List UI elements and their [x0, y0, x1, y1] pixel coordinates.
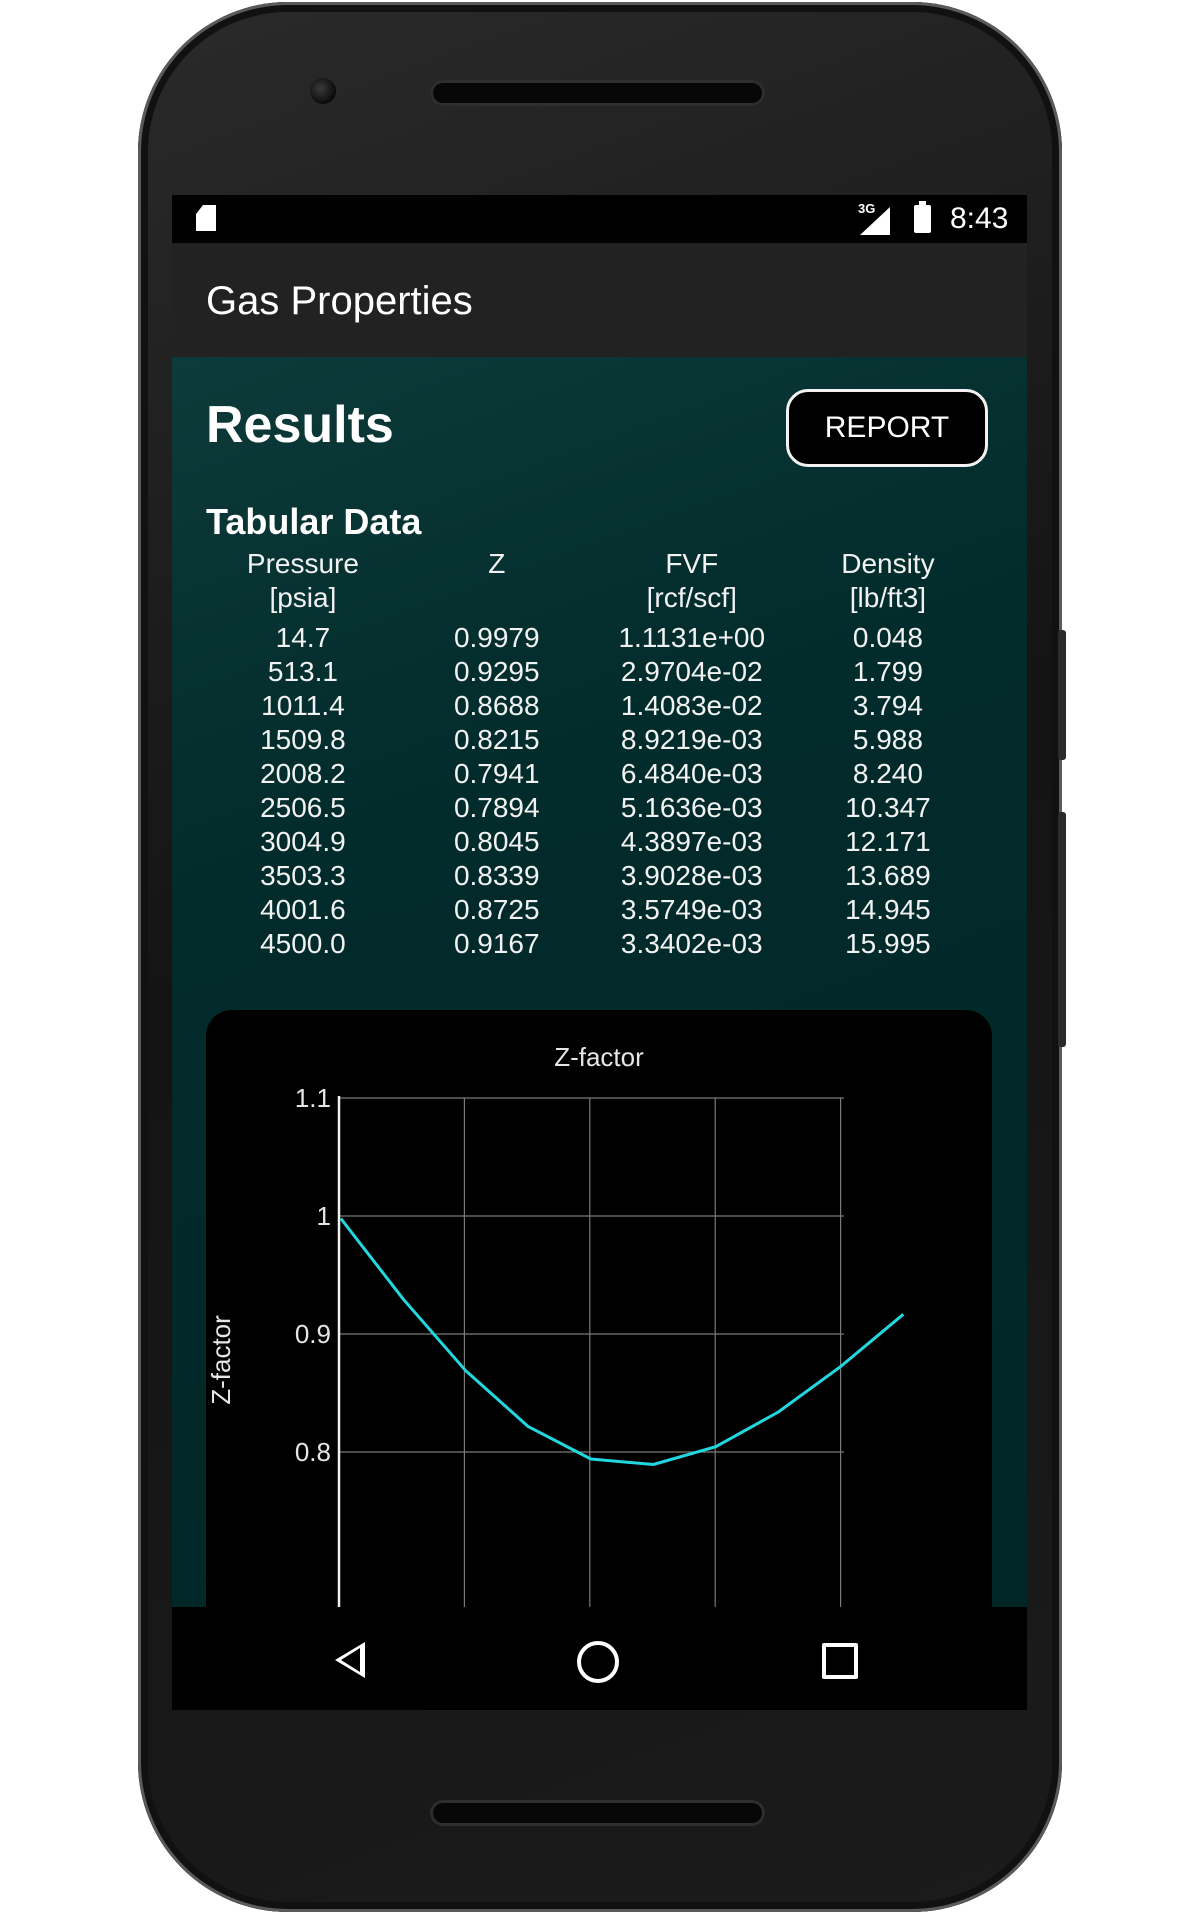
z-cell: 0.8725: [453, 894, 540, 925]
density-cell: 14.945: [845, 894, 931, 925]
pressure-cell: 2008.2: [260, 758, 346, 789]
y-axis-label: Z-factor: [206, 1315, 236, 1405]
tabular-data-heading: Tabular Data: [206, 501, 422, 542]
density-cell: 8.240: [852, 758, 923, 789]
tabular-data-table: Pressure [psia] Z FVF [rcf/scf] Density …: [206, 547, 986, 961]
table-row: 3503.3 0.8339 3.9028e-03 13.689: [206, 859, 986, 893]
z-cell: 0.9979: [453, 622, 540, 653]
z-cell: 0.7894: [453, 792, 540, 823]
table-row: 4500.0 0.9167 3.3402e-03 15.995: [206, 927, 986, 961]
pressure-cell: 1011.4: [261, 690, 345, 721]
report-button[interactable]: REPORT: [786, 389, 988, 467]
fvf-cell: 3.3402e-03: [620, 928, 763, 959]
table-row: 513.1 0.9295 2.9704e-02 1.799: [206, 655, 986, 689]
column-header-pressure: Pressure [psia]: [206, 547, 400, 621]
chart-title: Z-factor: [554, 1042, 644, 1072]
density-cell: 1.799: [852, 656, 923, 687]
network-type: 3G: [858, 201, 876, 216]
table-row: 2008.2 0.7941 6.4840e-03 8.240: [206, 757, 986, 791]
z-factor-chart: Z-factor Z-factor 1.1 1 0.9 0.8: [206, 1010, 992, 1610]
table-row: 3004.9 0.8045 4.3897e-03 12.171: [206, 825, 986, 859]
fvf-cell: 4.3897e-03: [620, 826, 763, 857]
bottom-speaker: [430, 1800, 765, 1826]
z-cell: 0.8339: [453, 860, 540, 891]
app-bar: Gas Properties: [172, 243, 1027, 357]
table-body: 14.7 0.9979 1.1131e+00 0.048 513.1 0.9295 2.97…: [206, 621, 986, 961]
column-header-unit: [lb/ft3]: [849, 582, 927, 613]
column-header-name: Density: [841, 548, 935, 579]
density-cell: 0.048: [852, 622, 923, 653]
table-row: 14.7 0.9979 1.1131e+00 0.048: [206, 621, 986, 655]
density-cell: 10.347: [845, 792, 931, 823]
density-cell: 3.794: [852, 690, 923, 721]
pressure-cell: 1509.8: [260, 724, 346, 755]
power-button: [1058, 630, 1066, 760]
column-header-unit: [rcf/scf]: [646, 582, 737, 613]
fvf-cell: 2.9704e-02: [620, 656, 763, 687]
column-header-fvf: FVF [rcf/scf]: [594, 547, 790, 621]
column-header-z: Z: [400, 547, 594, 621]
status-time: 8:43: [950, 202, 1009, 235]
column-header-density: Density [lb/ft3]: [790, 547, 986, 621]
z-cell: 0.7941: [453, 758, 540, 789]
status-bar: 3G 8:43: [172, 195, 1027, 243]
pressure-cell: 3004.9: [260, 826, 346, 857]
pressure-cell: 4001.6: [260, 894, 346, 925]
table-row: 1509.8 0.8215 8.9219e-03 5.988: [206, 723, 986, 757]
results-content[interactable]: Results REPORT Tabular Data Pressure [ps…: [172, 357, 1027, 1610]
table-row: 1011.4 0.8688 1.4083e-02 3.794: [206, 689, 986, 723]
back-icon[interactable]: [335, 1642, 365, 1678]
z-cell: 0.9295: [453, 656, 540, 687]
fvf-cell: 1.4083e-02: [620, 690, 763, 721]
z-cell: 0.8045: [453, 826, 540, 857]
table-row: 2506.5 0.7894 5.1636e-03 10.347: [206, 791, 986, 825]
front-camera: [310, 78, 336, 104]
fvf-cell: 3.9028e-03: [620, 860, 763, 891]
navigation-bar: [172, 1607, 1027, 1710]
column-header-name: Z: [488, 548, 506, 579]
sd-card-icon: [196, 205, 216, 231]
screen: 3G 8:43 Gas Properties Results REPORT Ta…: [172, 195, 1027, 1710]
table-row: 4001.6 0.8725 3.5749e-03 14.945: [206, 893, 986, 927]
z-factor-chart-svg: Z-factor Z-factor 1.1 1 0.9 0.8: [206, 1042, 905, 1610]
z-factor-series-line: [339, 1217, 905, 1466]
y-tick-label: 1.1: [295, 1083, 331, 1113]
fvf-cell: 6.4840e-03: [620, 758, 763, 789]
density-cell: 15.995: [845, 928, 931, 959]
z-cell: 0.8215: [453, 724, 540, 755]
recent-apps-icon[interactable]: [822, 1643, 858, 1679]
fvf-cell: 3.5749e-03: [620, 894, 763, 925]
volume-button: [1058, 812, 1066, 1047]
column-header-unit: [psia]: [269, 582, 337, 613]
y-tick-label: 0.8: [295, 1437, 331, 1467]
app-title: Gas Properties: [206, 279, 473, 323]
column-header-name: FVF: [665, 548, 719, 579]
signal-icon: [860, 207, 890, 235]
y-tick-label: 0.9: [295, 1319, 331, 1349]
home-icon[interactable]: [577, 1641, 619, 1683]
pressure-cell: 14.7: [275, 622, 331, 653]
density-cell: 13.689: [845, 860, 931, 891]
pressure-cell: 4500.0: [260, 928, 346, 959]
fvf-cell: 5.1636e-03: [620, 792, 763, 823]
z-cell: 0.8688: [453, 690, 540, 721]
y-tick-label: 1: [317, 1201, 331, 1231]
fvf-cell: 8.9219e-03: [620, 724, 763, 755]
density-cell: 12.171: [845, 826, 931, 857]
column-header-name: Pressure: [246, 548, 359, 579]
pressure-cell: 2506.5: [260, 792, 346, 823]
fvf-cell: 1.1131e+00: [618, 622, 766, 653]
density-cell: 5.988: [852, 724, 923, 755]
results-heading: Results: [206, 396, 394, 454]
pressure-cell: 513.1: [267, 656, 338, 687]
top-speaker: [430, 80, 765, 106]
z-cell: 0.9167: [453, 928, 540, 959]
battery-icon: [914, 201, 931, 233]
pressure-cell: 3503.3: [260, 860, 346, 891]
table-header-row: Pressure [psia] Z FVF [rcf/scf] Density …: [206, 547, 986, 621]
